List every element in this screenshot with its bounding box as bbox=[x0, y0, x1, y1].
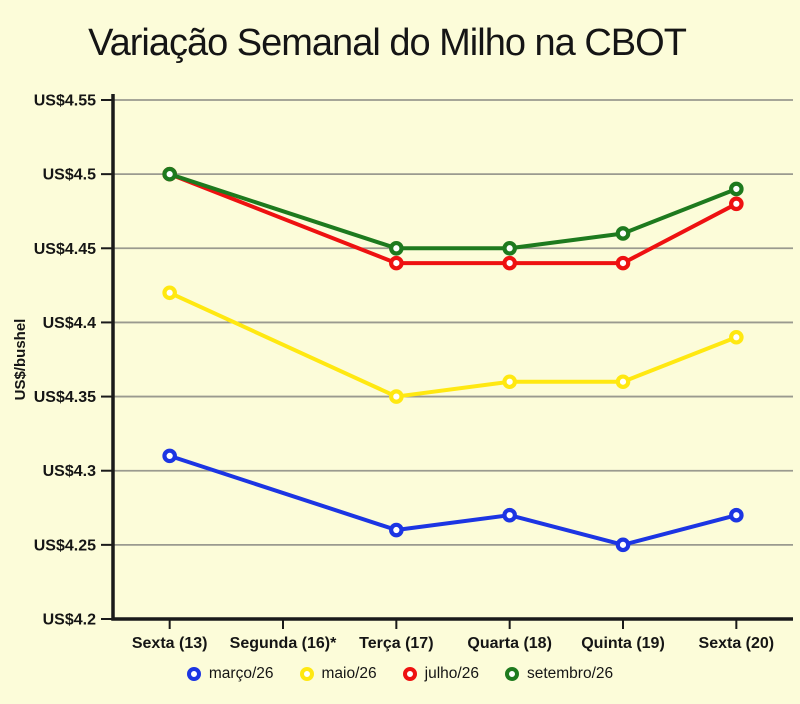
series-marker-julho/26 bbox=[389, 255, 404, 271]
series-marker-julho/26 bbox=[615, 255, 631, 271]
series-marker-maio/26 bbox=[615, 374, 631, 390]
legend-item-março/26[interactable]: março/26 bbox=[186, 665, 274, 683]
y-tick-label: US$4.3 bbox=[43, 463, 96, 480]
series-line-setembro/26 bbox=[167, 172, 739, 251]
series-line-maio/26 bbox=[167, 290, 739, 399]
legend-item-setembro/26[interactable]: setembro/26 bbox=[504, 665, 614, 683]
series-marker-setembro/26 bbox=[389, 240, 404, 256]
series-marker-julho/26 bbox=[729, 196, 744, 212]
x-tick-label: Sexta (13) bbox=[132, 635, 208, 652]
series-marker-maio/26 bbox=[502, 374, 517, 390]
y-tick-label: US$4.2 bbox=[43, 612, 96, 629]
legend-marker-icon bbox=[186, 667, 201, 681]
series-marker-setembro/26 bbox=[615, 226, 631, 241]
legend-label: março/26 bbox=[208, 665, 274, 682]
y-tick-label: US$4.4 bbox=[43, 315, 96, 332]
y-axis-title: US$/bushel bbox=[12, 319, 29, 401]
y-tick-label: US$4.25 bbox=[34, 537, 96, 554]
x-tick-label: Sexta (20) bbox=[699, 635, 775, 652]
series-marker-julho/26 bbox=[502, 255, 517, 271]
chart-title: Variação Semanal do Milho na CBOT bbox=[88, 22, 687, 64]
y-tick-label: US$4.35 bbox=[34, 389, 96, 406]
series-marker-março/26 bbox=[162, 448, 177, 464]
series-marker-março/26 bbox=[729, 507, 744, 523]
series-marker-maio/26 bbox=[729, 329, 744, 345]
legend-marker-icon bbox=[504, 667, 519, 681]
x-tick-label: Quinta (19) bbox=[581, 635, 665, 652]
series-line-março/26 bbox=[167, 453, 739, 547]
series-marker-setembro/26 bbox=[162, 166, 177, 182]
legend-label: setembro/26 bbox=[526, 665, 614, 682]
legend-marker-icon bbox=[299, 667, 314, 681]
y-tick-label: US$4.5 bbox=[43, 167, 96, 184]
legend-item-julho/26[interactable]: julho/26 bbox=[402, 665, 479, 683]
series-marker-maio/26 bbox=[389, 389, 404, 404]
legend: março/26 maio/26 julho/26 setembro/26 bbox=[0, 665, 800, 683]
x-tick-label: Segunda (16)* bbox=[230, 635, 337, 652]
legend-label: julho/26 bbox=[424, 665, 479, 682]
axes bbox=[111, 94, 793, 621]
x-tick-label: Quarta (18) bbox=[467, 635, 551, 652]
series-marker-março/26 bbox=[615, 537, 631, 553]
series-marker-maio/26 bbox=[162, 285, 177, 301]
legend-item-maio/26[interactable]: maio/26 bbox=[299, 665, 377, 683]
series-marker-setembro/26 bbox=[729, 181, 744, 197]
series-marker-setembro/26 bbox=[502, 240, 517, 256]
y-tick-label: US$4.45 bbox=[34, 241, 96, 258]
legend-marker-icon bbox=[402, 667, 417, 681]
x-tick-label: Terça (17) bbox=[359, 635, 433, 652]
series-marker-março/26 bbox=[389, 522, 404, 538]
plot-svg: US$4.55 US$4.5 US$4.45 US$4.4 US$4.35 US$4.3 U… bbox=[12, 93, 793, 652]
legend-label: maio/26 bbox=[321, 665, 377, 682]
series-marker-março/26 bbox=[502, 507, 517, 523]
y-tick-label: US$4.55 bbox=[34, 93, 96, 110]
